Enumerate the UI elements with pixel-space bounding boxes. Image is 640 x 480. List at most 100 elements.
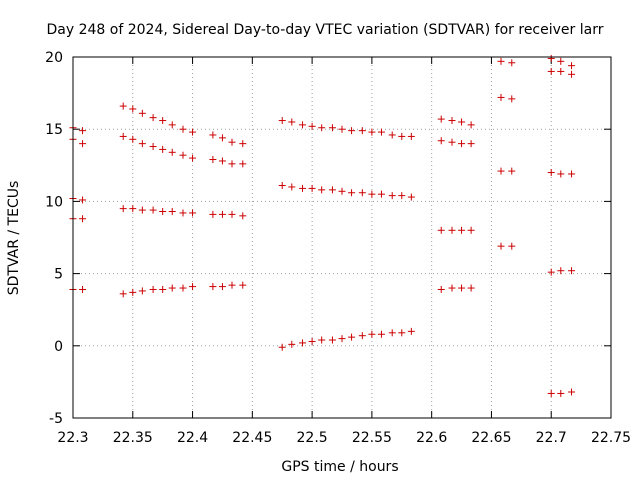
data-point [308, 337, 316, 345]
data-point [448, 138, 456, 146]
data-point [437, 115, 445, 123]
y-tick-label: 10 [45, 194, 63, 210]
data-point [149, 285, 157, 293]
data-point [79, 215, 87, 223]
y-axis-label: SDTVAR / TECUs [6, 181, 22, 296]
data-point [348, 333, 356, 341]
chart-title: Day 248 of 2024, Sidereal Day-to-day VTE… [47, 22, 604, 38]
data-point [508, 242, 516, 250]
data-point [308, 184, 316, 192]
data-point [458, 226, 466, 234]
data-point [497, 57, 505, 65]
data-point [318, 124, 326, 132]
data-point [209, 131, 217, 139]
data-point [159, 285, 167, 293]
data-point [368, 128, 376, 136]
data-point [218, 210, 226, 218]
data-point [377, 330, 385, 338]
data-point [358, 332, 366, 340]
data-point [119, 205, 127, 213]
data-point [388, 192, 396, 200]
x-tick-label: 22.55 [352, 430, 392, 446]
data-point [79, 196, 87, 204]
data-point [328, 336, 336, 344]
data-point [239, 281, 247, 289]
grid-lines [73, 57, 611, 418]
x-tick-label: 22.7 [536, 430, 567, 446]
data-point [299, 339, 307, 347]
data-point [448, 226, 456, 234]
data-point [119, 290, 127, 298]
data-point [398, 132, 406, 140]
data-point [168, 208, 176, 216]
data-point [159, 145, 167, 153]
y-tick-label: 0 [54, 339, 63, 355]
data-point [398, 192, 406, 200]
data-points [69, 54, 576, 397]
data-point [228, 281, 236, 289]
data-point [437, 285, 445, 293]
data-point [338, 335, 346, 343]
data-point [209, 210, 217, 218]
data-point [358, 127, 366, 135]
data-point [398, 329, 406, 337]
data-point [338, 187, 346, 195]
data-point [119, 102, 127, 110]
data-point [209, 156, 217, 164]
data-point [547, 389, 555, 397]
x-tick-label: 22.6 [416, 430, 447, 446]
data-point [547, 169, 555, 177]
data-point [568, 70, 576, 78]
tick-labels: 22.3 22.35 22.4 22.45 22.5 22.55 22.6 22.65 22.7… [45, 50, 631, 446]
data-point [129, 288, 137, 296]
data-point [508, 167, 516, 175]
data-point [388, 131, 396, 139]
data-point [318, 336, 326, 344]
data-point [377, 190, 385, 198]
data-point [129, 105, 137, 113]
data-point [138, 206, 146, 214]
data-point [557, 57, 565, 65]
data-point [497, 242, 505, 250]
data-point [368, 330, 376, 338]
data-point [437, 226, 445, 234]
data-point [218, 157, 226, 165]
data-point [448, 284, 456, 292]
data-point [168, 121, 176, 129]
data-point [299, 184, 307, 192]
data-point [189, 128, 197, 136]
data-point [467, 140, 475, 148]
data-point [497, 167, 505, 175]
data-point [368, 190, 376, 198]
y-tick-label: 20 [45, 50, 63, 66]
data-point [388, 329, 396, 337]
data-point [458, 118, 466, 126]
x-tick-label: 22.45 [232, 430, 272, 446]
data-point [138, 140, 146, 148]
data-point [218, 283, 226, 291]
data-point [288, 118, 296, 126]
data-point [138, 109, 146, 117]
data-point [377, 128, 385, 136]
data-point [218, 134, 226, 142]
data-point [129, 135, 137, 143]
y-tick-label: 5 [54, 267, 63, 283]
data-point [458, 140, 466, 148]
y-tick-label: -5 [49, 411, 63, 427]
data-point [557, 389, 565, 397]
data-point [228, 160, 236, 168]
data-point [179, 125, 187, 133]
data-point [328, 186, 336, 194]
data-point [308, 122, 316, 130]
data-point [467, 284, 475, 292]
data-point [547, 54, 555, 62]
data-point [458, 284, 466, 292]
data-point [149, 143, 157, 151]
data-point [328, 124, 336, 132]
data-point [239, 160, 247, 168]
data-point [568, 170, 576, 178]
x-axis-label: GPS time / hours [281, 459, 398, 475]
data-point [407, 193, 415, 201]
data-point [168, 284, 176, 292]
data-point [228, 138, 236, 146]
